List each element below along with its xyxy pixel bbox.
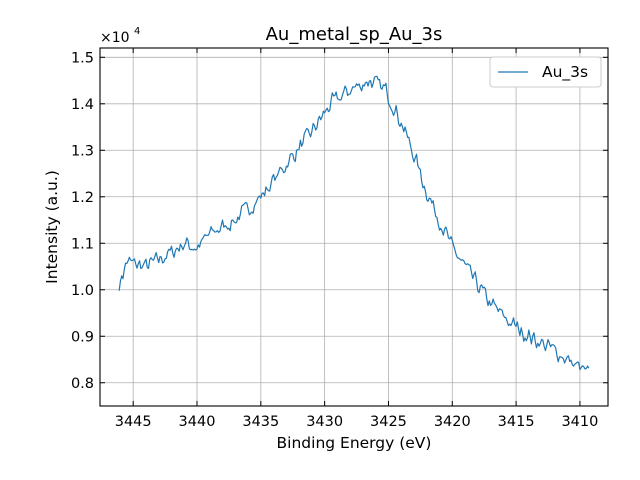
series-layer xyxy=(118,75,590,371)
ticks: 3445 3440 3435 3430 3425 3420 3415 3410 0.8 0.9 1.… xyxy=(71,48,608,430)
y-tick-label: 1.3 xyxy=(71,143,94,159)
y-tick-label: 1.2 xyxy=(71,190,94,206)
x-tick-label: 3425 xyxy=(370,414,407,430)
series-line-au-3s xyxy=(118,75,590,371)
legend-box xyxy=(489,56,602,88)
y-axis-label: Intensity (a.u.) xyxy=(43,170,61,284)
x-tick-label: 3410 xyxy=(561,414,598,430)
x-tick-label: 3430 xyxy=(306,414,343,430)
y-tick-label: 0.9 xyxy=(71,329,94,345)
x-axis-label: Binding Energy (eV) xyxy=(277,434,432,452)
x-tick-label: 3440 xyxy=(179,414,216,430)
legend-label: Au_3s xyxy=(542,63,588,82)
y-axis-multiplier-exponent: 4 xyxy=(134,26,140,37)
x-tick-label: 3435 xyxy=(242,414,279,430)
chart-title: Au_metal_sp_Au_3s xyxy=(266,24,443,45)
x-tick-label: 3420 xyxy=(434,414,471,430)
y-axis-multiplier: ×10 xyxy=(100,30,130,46)
y-tick-label: 0.8 xyxy=(71,376,94,392)
y-tick-label: 1.0 xyxy=(71,283,94,299)
x-tick-label: 3415 xyxy=(498,414,535,430)
y-tick-label: 1.4 xyxy=(71,97,94,113)
plot-frame xyxy=(99,47,609,407)
y-tick-label: 1.1 xyxy=(71,236,94,252)
legend: Au_3s xyxy=(489,56,602,88)
y-tick-label: 1.5 xyxy=(71,50,94,66)
x-tick-label: 3445 xyxy=(115,414,152,430)
